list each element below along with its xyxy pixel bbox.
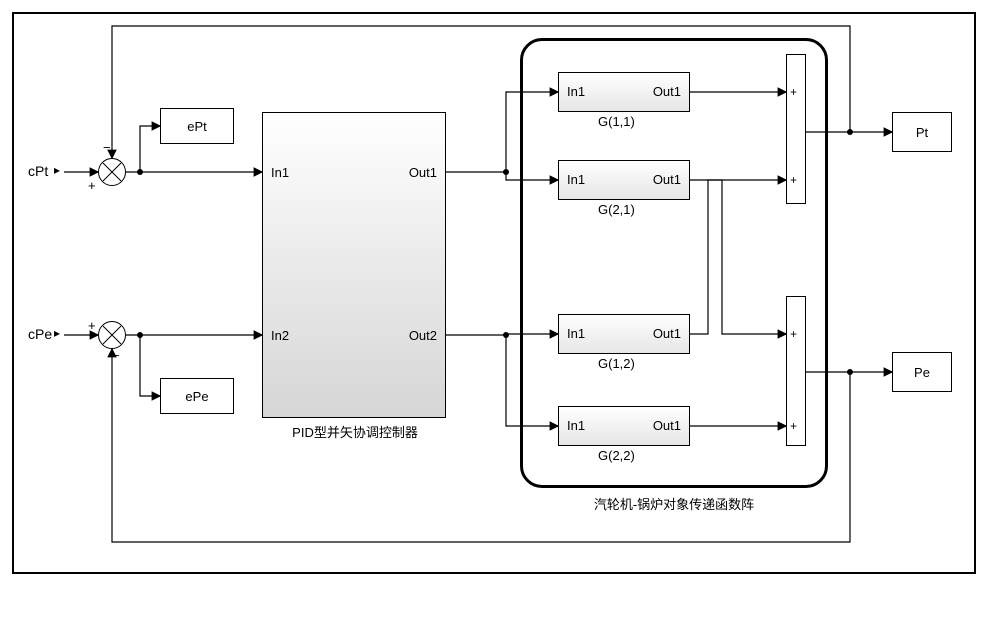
tf-g12-label: G(1,2) [598,356,635,371]
sumbar-bot-plus2: + [790,419,797,433]
sum-top [98,158,126,186]
tf-group-caption: 汽轮机-锅炉对象传递函数阵 [574,494,774,513]
tf-g12-out: Out1 [653,326,681,341]
port-cpt-marker: ▸ [54,163,60,177]
tf-g22: In1 Out1 [558,406,690,446]
pid-out2: Out2 [409,328,437,343]
tf-g22-out: Out1 [653,418,681,433]
sumbar-bot-plus1: + [790,327,797,341]
sum-bot-minus: − [112,348,120,363]
block-pe-label: Pe [914,365,930,380]
block-ept-label: ePt [187,119,207,134]
tf-g21-in: In1 [567,172,585,187]
tf-g21-label: G(2,1) [598,202,635,217]
tf-g12: In1 Out1 [558,314,690,354]
tf-g11-out: Out1 [653,84,681,99]
sum-bot [98,321,126,349]
sum-top-x [98,158,126,186]
tf-g11: In1 Out1 [558,72,690,112]
block-pt-label: Pt [916,125,928,140]
block-epe-label: ePe [185,389,208,404]
block-pt: Pt [892,112,952,152]
sumbar-top-plus2: + [790,173,797,187]
sum-top-minus: − [103,140,111,155]
sumbar-bot: + + [786,296,806,446]
tf-g21-out: Out1 [653,172,681,187]
diagram-canvas: cPt cPe ▸ ▸ − + + − ePt ePe In1 Out1 In2… [0,0,1000,618]
port-cpe: cPe [28,326,52,342]
sum-top-plus: + [88,178,96,193]
block-epe: ePe [160,378,234,414]
tf-g11-in: In1 [567,84,585,99]
tf-g22-in: In1 [567,418,585,433]
pid-caption: PID型并矢协调控制器 [280,422,430,441]
pid-block: In1 Out1 In2 Out2 [262,112,446,418]
sumbar-top-plus1: + [790,85,797,99]
tf-g21: In1 Out1 [558,160,690,200]
tf-g22-label: G(2,2) [598,448,635,463]
tf-g12-in: In1 [567,326,585,341]
pid-in1: In1 [271,165,289,180]
port-cpe-marker: ▸ [54,326,60,340]
sum-bot-plus: + [88,318,96,333]
sumbar-top: + + [786,54,806,204]
sum-bot-x [98,321,126,349]
pid-out1: Out1 [409,165,437,180]
port-cpt: cPt [28,163,48,179]
block-ept: ePt [160,108,234,144]
pid-in2: In2 [271,328,289,343]
wires-layer [12,12,972,570]
tf-g11-label: G(1,1) [598,114,635,129]
block-pe: Pe [892,352,952,392]
